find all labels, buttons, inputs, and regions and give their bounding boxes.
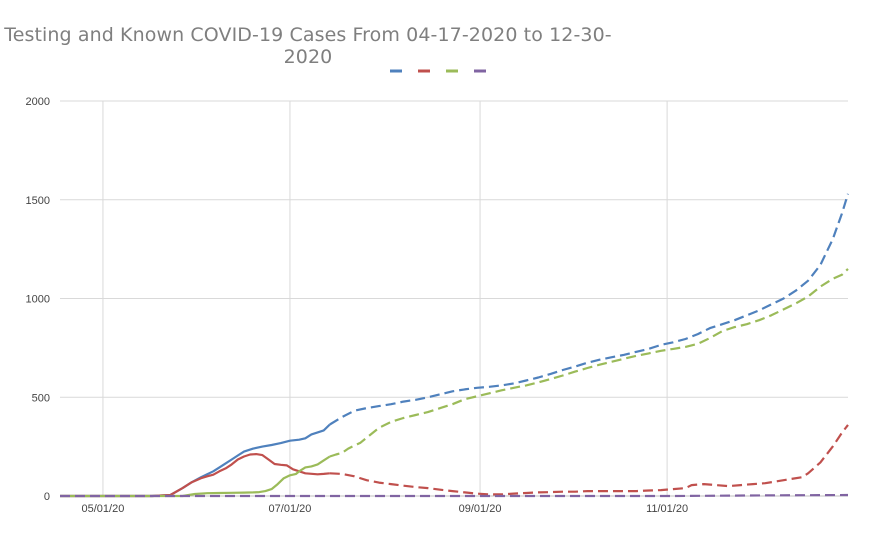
grid-lines xyxy=(60,100,848,497)
series-lines xyxy=(60,193,850,498)
series-3-solid-line xyxy=(60,455,331,498)
series-4-dashed-line xyxy=(60,493,849,498)
x-axis-tick-labels: 05/01/20 07/01/20 09/01/20 11/01/20 xyxy=(82,503,689,515)
y-tick-label: 1000 xyxy=(26,294,50,306)
series-1-solid-line xyxy=(60,423,331,498)
series-2-dashed-line xyxy=(329,424,849,496)
y-tick-label: 1500 xyxy=(26,195,50,207)
y-tick-label: 0 xyxy=(44,491,50,503)
x-tick-label: 09/01/20 xyxy=(459,503,502,515)
y-tick-label: 2000 xyxy=(26,96,50,108)
x-tick-label: 07/01/20 xyxy=(269,503,312,515)
y-tick-label: 500 xyxy=(32,392,50,404)
chart-title: Testing and Known COVID-19 Cases From 04… xyxy=(4,24,612,68)
series-1-dashed-line xyxy=(329,193,850,426)
x-tick-label: 11/01/20 xyxy=(646,503,688,515)
x-tick-label: 05/01/20 xyxy=(82,503,125,515)
series-3-dashed-line xyxy=(329,268,849,458)
y-axis-tick-labels: 0 500 1000 1500 2000 xyxy=(26,96,50,503)
